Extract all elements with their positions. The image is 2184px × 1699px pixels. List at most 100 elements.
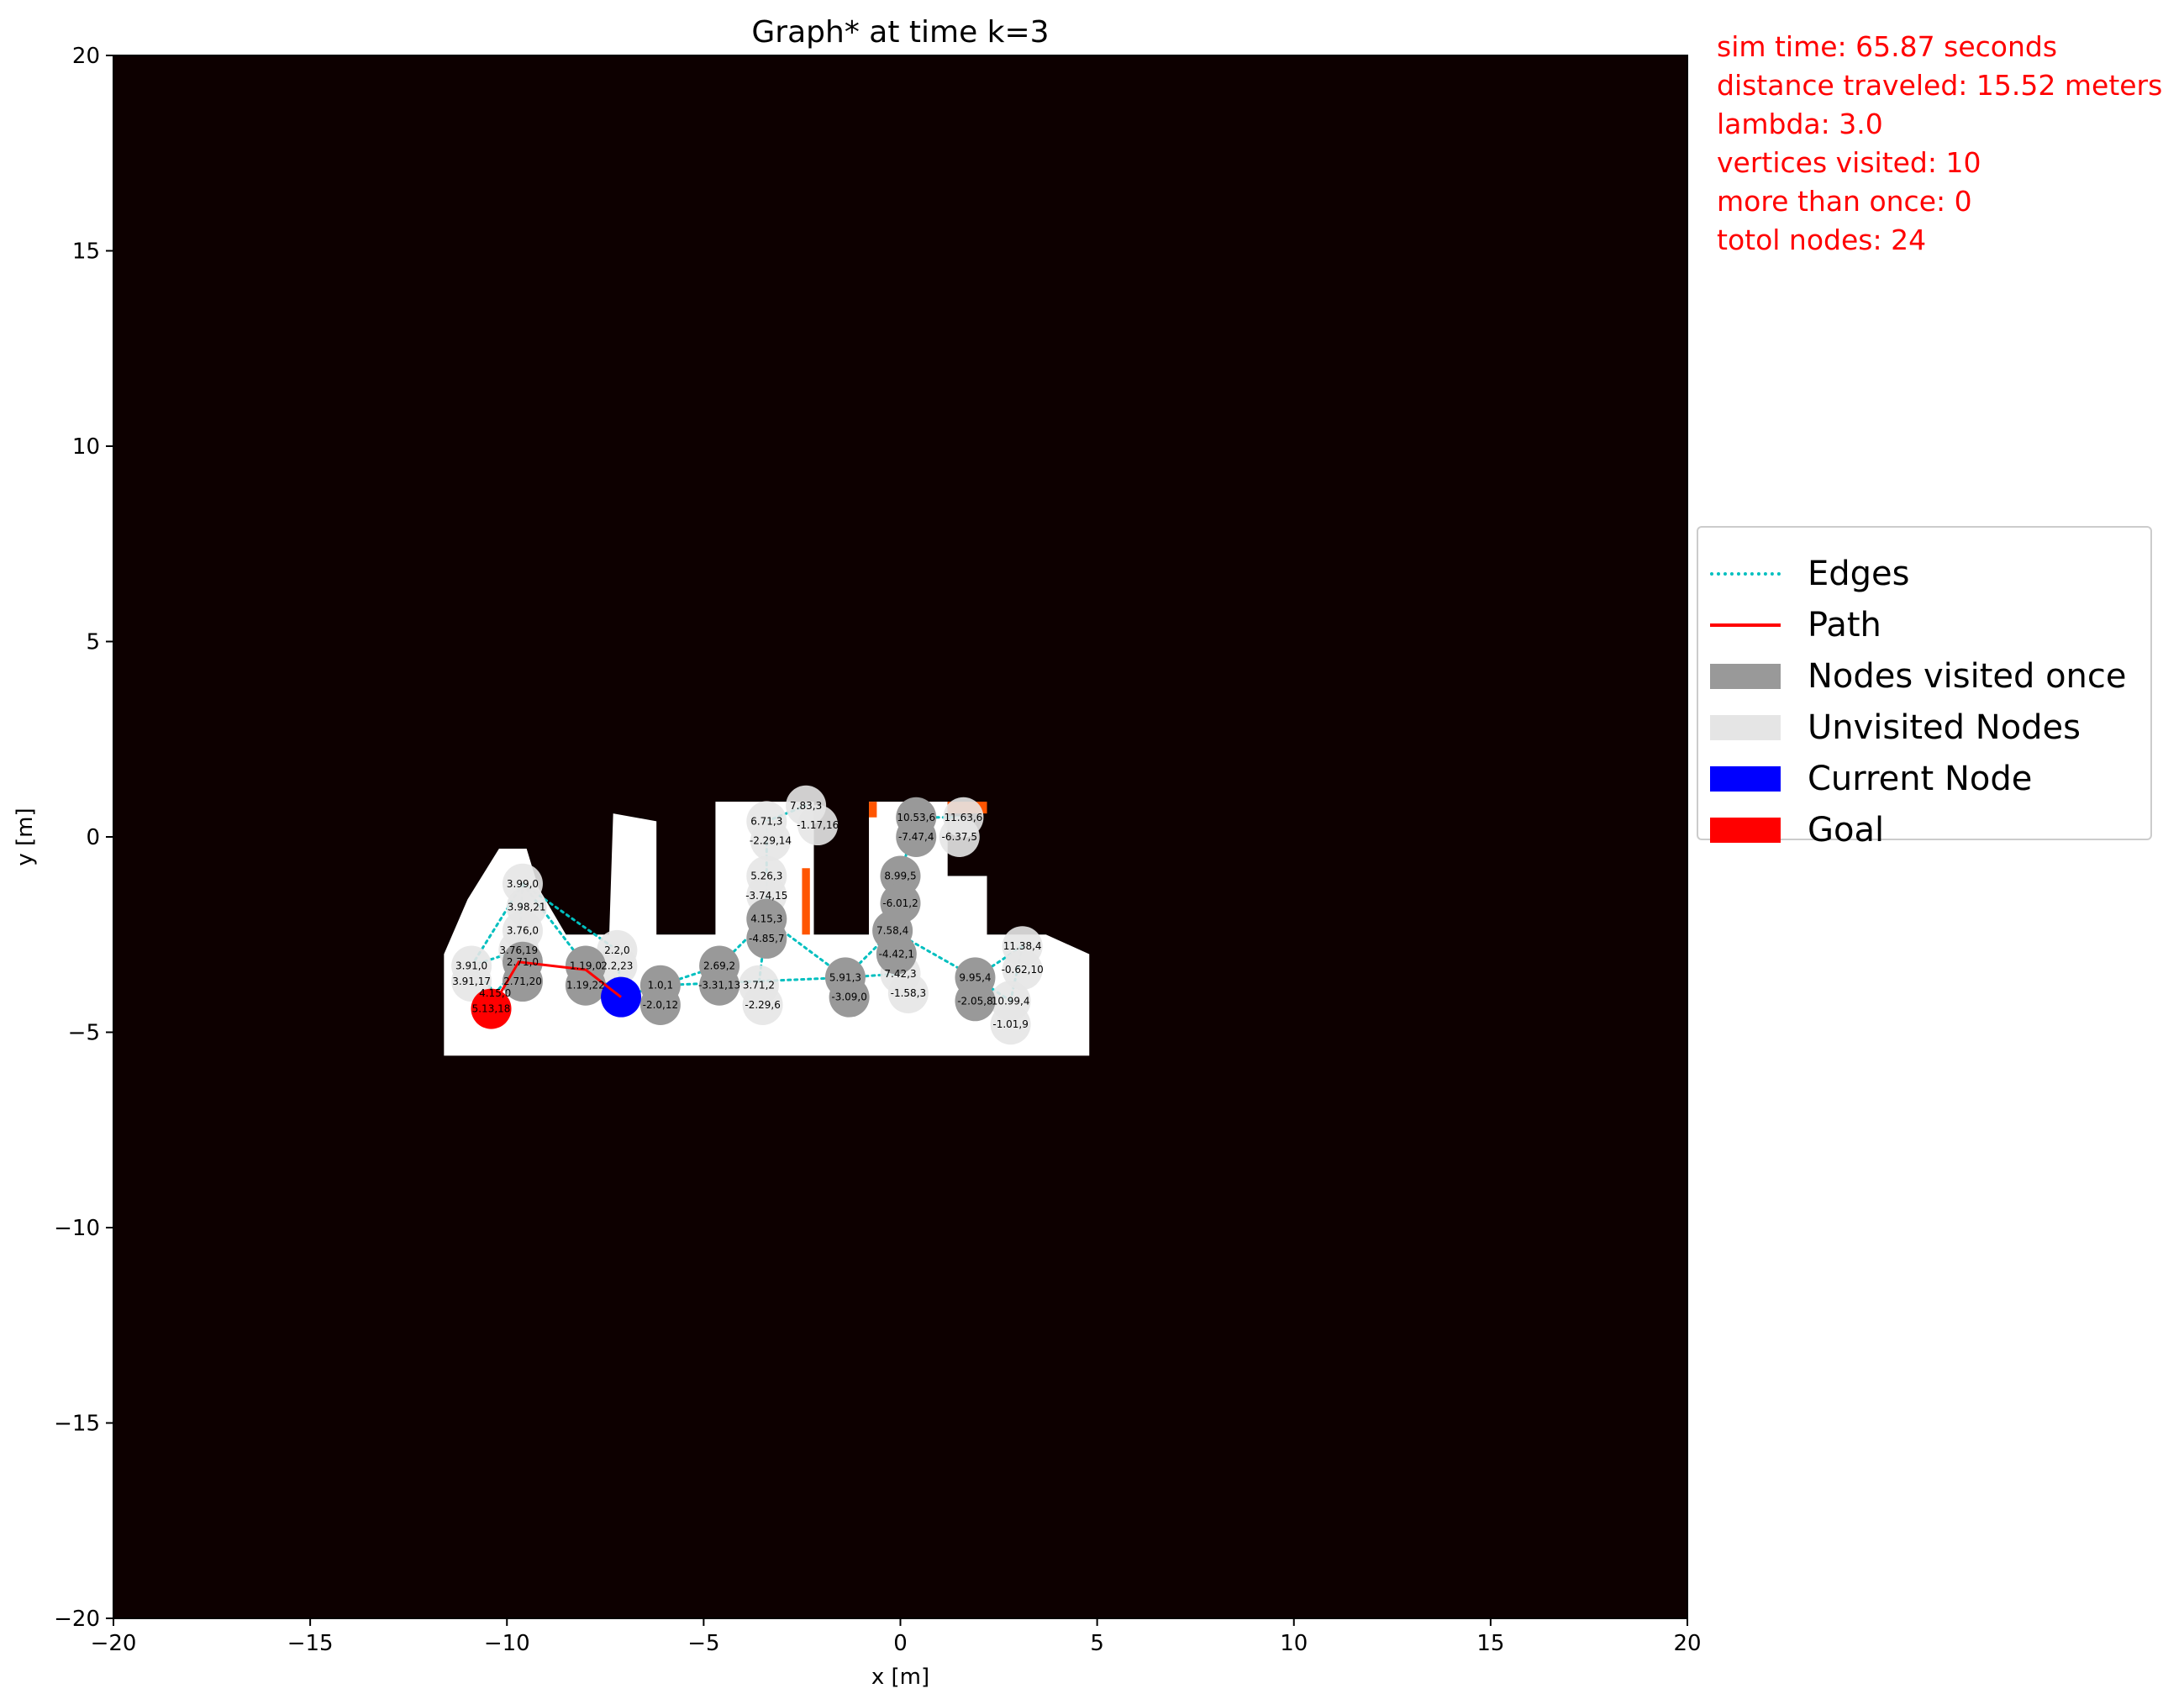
node-label: -4.85,7 [749,933,785,944]
legend-item-path: Path [1710,604,1881,646]
node-label: 7.42,3 [884,968,916,980]
graph-node [597,945,638,986]
y-tick-label: 15 [72,239,100,265]
node-label: 10.53,6 [897,812,935,823]
legend-item-edges: Edges [1710,553,1910,595]
node-label: 6.71,3 [750,815,782,827]
node-label: -2.29,14 [750,835,792,847]
node-label: 1.0,1 [648,980,674,992]
legend-edges-swatch [1710,561,1781,586]
graph-edge [659,976,847,987]
y-tick-label: −20 [54,1607,100,1632]
node-label: 3.98,21 [508,902,546,913]
node-label: 2.2,0 [604,944,630,956]
node-label: 4.15,3 [750,913,782,925]
more-than-once-text: more than once: 0 [1717,185,1972,218]
node-label: 2.69,2 [703,960,735,971]
graph-node [887,973,929,1013]
graph-node [876,934,917,975]
node-label: 3.91,17 [452,976,491,987]
x-tick-label: −15 [287,1631,334,1656]
node-label: 1.19,0 [570,960,602,971]
legend-path-swatch [1710,613,1781,638]
lambda-text: lambda: 3.0 [1717,108,1883,140]
graph-node [1002,949,1043,991]
x-tick-label: 0 [893,1631,908,1656]
node-label: 2.71,20 [503,976,542,987]
node-label: 7.58,4 [876,925,908,937]
node-label: -2.05,8 [957,995,993,1007]
frontier-region [802,868,810,935]
y-tick-label: 0 [86,825,100,850]
distance-text: distance traveled: 15.52 meters [1717,69,2163,102]
y-tick-label: −15 [54,1412,100,1437]
x-tick-label: 20 [1673,1631,1701,1656]
node-label: 5.26,3 [750,871,782,882]
chart-title: Graph* at time k=3 [751,15,1049,50]
node-label: -2.0,12 [643,999,679,1011]
x-tick-label: −20 [91,1631,137,1656]
graph-node [939,817,980,857]
legend-visited-label: Nodes visited once [1808,657,2127,696]
node-label: 11.63,6 [945,812,983,823]
graph-node [742,984,783,1025]
node-label: 3.91,0 [455,960,487,971]
legend-current-swatch [1710,766,1781,792]
node-label: 8.99,5 [884,871,916,882]
legend-item-current: Current Node [1710,758,2032,800]
sim-time-text: sim time: 65.87 seconds [1717,30,2058,63]
node-label: 1.19,22 [566,980,605,992]
legend-current-label: Current Node [1808,760,2033,798]
node-label: -4.42,1 [879,949,915,960]
graph-node [746,918,787,959]
node-label: -7.47,4 [898,831,934,843]
graph-node [990,1004,1031,1045]
node-label: -3.31,13 [698,980,740,992]
node-label: 5.13,18 [472,1003,511,1015]
node-label: 2.71,0 [507,956,539,968]
legend-goal-label: Goal [1808,811,1885,850]
legend-unvisited-label: Unvisited Nodes [1808,708,2081,747]
x-tick-label: −10 [484,1631,530,1656]
legend-visited-swatch [1710,664,1781,689]
node-label: 3.76,0 [507,925,539,937]
graph-node [955,981,996,1022]
frontier-region [869,802,877,818]
x-axis-label: x [m] [871,1665,929,1690]
node-label: 5.91,3 [829,971,861,983]
y-axis-label: y [m] [13,807,38,865]
graph-node [750,820,791,861]
graph-node [880,883,921,924]
y-tick-label: 10 [72,434,100,460]
legend-item-visited: Nodes visited once [1710,655,2127,697]
x-tick-label: 5 [1090,1631,1104,1656]
legend: Edges Path Nodes visited once Unvisited … [1697,526,2152,850]
node-label: 7.83,3 [790,800,822,812]
node-label: 3.71,2 [743,980,775,992]
x-tick-label: 10 [1280,1631,1308,1656]
node-label: 2.2,23 [601,960,633,971]
node-label: -1.58,3 [891,987,927,999]
y-tick-label: −5 [68,1021,100,1046]
x-tick-label: −5 [687,1631,719,1656]
total-nodes-text: totol nodes: 24 [1717,224,1927,256]
path-line [490,960,622,1010]
legend-edges-label: Edges [1808,555,1910,593]
node-label: -0.62,10 [1002,964,1044,976]
node-label: 4.15,0 [479,987,511,999]
graph-node [896,817,937,857]
node-label: 3.76,19 [499,944,538,956]
legend-goal-swatch [1710,818,1781,843]
y-tick-label: −10 [54,1216,100,1241]
node-label: -6.01,2 [882,897,918,909]
vertices-visited-text: vertices visited: 10 [1717,146,1981,179]
node-label: -2.29,6 [745,999,781,1011]
legend-item-unvisited: Unvisited Nodes [1710,707,2081,749]
legend-path-label: Path [1808,606,1881,644]
node-label: -3.74,15 [745,890,787,902]
node-label: -6.37,5 [941,831,977,843]
node-label: 9.95,4 [959,971,991,983]
graph-node [565,965,606,1006]
node-label: 10.99,4 [992,995,1030,1007]
node-label: -1.01,9 [992,1018,1029,1030]
